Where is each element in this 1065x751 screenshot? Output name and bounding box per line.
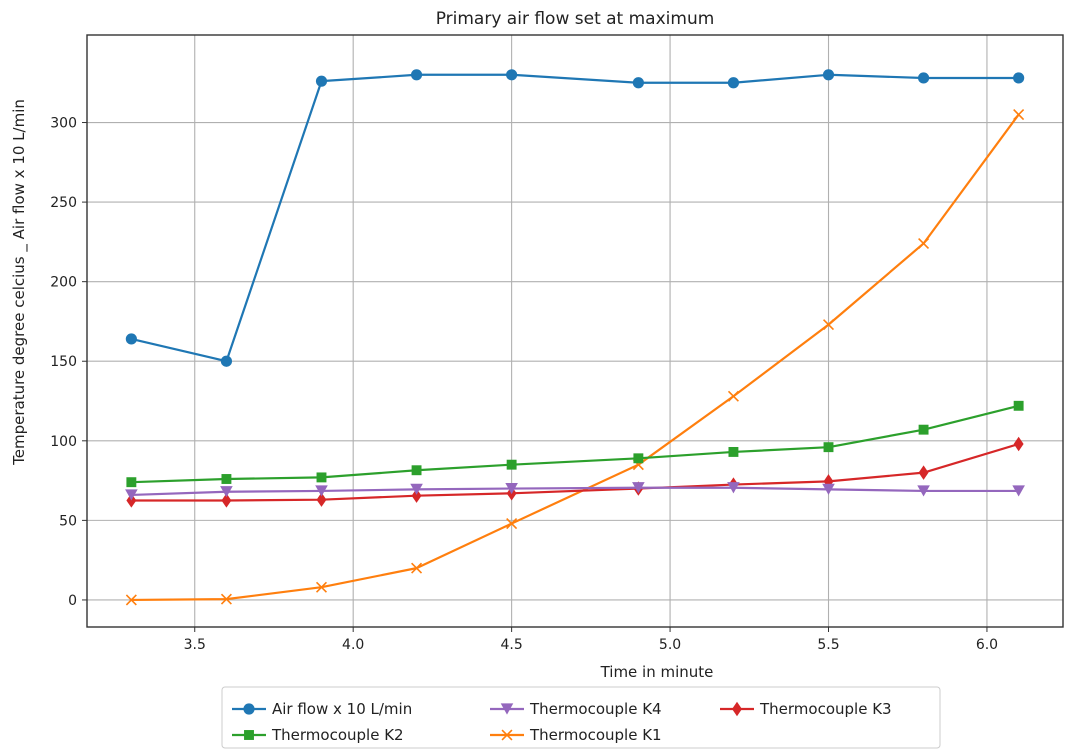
legend-box: [221, 686, 941, 749]
y-tick-label: 300: [50, 116, 77, 132]
data-point: [727, 77, 740, 89]
legend-marker: [243, 703, 255, 715]
data-point: [728, 446, 739, 457]
data-point: [315, 485, 328, 497]
y-tick-label: 200: [50, 275, 77, 291]
legend-marker: [244, 730, 254, 740]
data-point: [822, 483, 835, 495]
data-point: [221, 493, 232, 508]
series-0: [125, 69, 1025, 367]
legend-item: Thermocouple K4: [490, 700, 662, 718]
data-point: [315, 581, 328, 593]
data-point: [220, 355, 233, 367]
legend-item: Thermocouple K3: [720, 700, 892, 718]
series-line: [131, 486, 1019, 497]
data-point: [918, 465, 929, 480]
data-point: [126, 477, 137, 488]
series-line: [131, 404, 1019, 484]
data-point: [125, 594, 137, 606]
data-point: [506, 518, 518, 530]
series-4: [125, 482, 1025, 501]
legend-item: Thermocouple K1: [490, 726, 662, 744]
data-point: [633, 453, 644, 464]
legend-label: Thermocouple K1: [529, 726, 662, 744]
data-point: [221, 474, 232, 484]
data-point: [316, 492, 327, 507]
x-tick-label: 3.5: [184, 637, 206, 653]
data-point: [1012, 485, 1025, 497]
data-point: [316, 472, 327, 483]
data-point: [823, 442, 834, 453]
x-axis-label: Time in minute: [600, 663, 714, 681]
y-axis-label: Temperature degree celcius _ Air flow x …: [10, 99, 29, 466]
data-point: [1013, 436, 1024, 452]
data-point: [220, 593, 232, 605]
data-point: [917, 72, 930, 84]
series-lines: [125, 69, 1025, 606]
legend-marker: [732, 701, 742, 717]
legend-label: Thermocouple K2: [271, 726, 404, 744]
data-point: [411, 562, 423, 574]
x-tick-label: 4.5: [500, 637, 522, 653]
data-point: [822, 69, 835, 81]
chart-title: Primary air flow set at maximum: [436, 9, 715, 29]
legend-label: Thermocouple K3: [759, 700, 892, 718]
data-point: [220, 486, 233, 498]
legend: Air flow x 10 L/min Thermocouple K2 Thermo…: [221, 686, 941, 749]
y-tick-label: 250: [50, 195, 77, 211]
y-tick-label: 100: [50, 434, 77, 450]
legend-marker: [500, 703, 514, 715]
x-tick-label: 5.0: [659, 637, 681, 653]
data-point: [410, 483, 423, 495]
x-tick-label: 5.5: [817, 637, 839, 653]
data-point: [411, 488, 422, 503]
data-point: [1013, 109, 1025, 121]
series-1: [125, 109, 1025, 606]
data-point: [506, 459, 517, 470]
grid-lines: [87, 35, 1063, 627]
data-point: [505, 482, 518, 495]
data-point: [822, 319, 835, 331]
data-point: [917, 485, 930, 497]
legend-label: Thermocouple K4: [529, 700, 662, 718]
legend-label: Air flow x 10 L/min: [272, 700, 412, 718]
x-tick-label: 6.0: [976, 637, 998, 653]
series-line: [131, 73, 1019, 363]
series-line: [131, 442, 1019, 502]
axis-ticks: 3.5 4.0 4.5 5.0 5.5 6.0 0 50 100 150 200 250 300: [50, 116, 998, 653]
data-point: [918, 424, 929, 435]
data-point: [918, 237, 930, 249]
data-point: [125, 333, 137, 345]
series-3: [126, 436, 1024, 508]
series-line: [131, 113, 1020, 602]
data-point: [125, 489, 138, 501]
x-tick-label: 4.0: [342, 637, 364, 653]
plot-frame: [86, 34, 1064, 628]
data-point: [632, 482, 645, 494]
data-point: [727, 482, 740, 494]
y-tick-label: 50: [59, 513, 77, 529]
legend-item: Air flow x 10 L/min: [232, 700, 412, 718]
data-point: [506, 69, 518, 81]
y-tick-label: 150: [50, 354, 77, 370]
series-2: [126, 400, 1024, 488]
legend-marker: [501, 729, 513, 741]
data-point: [632, 77, 644, 89]
data-point: [410, 69, 423, 81]
legend-item: Thermocouple K2: [232, 726, 404, 744]
data-point: [411, 465, 422, 476]
data-point: [315, 75, 328, 87]
y-tick-label: 0: [68, 593, 77, 609]
data-point: [1013, 400, 1024, 411]
data-point: [1013, 72, 1025, 84]
data-point: [727, 390, 739, 402]
